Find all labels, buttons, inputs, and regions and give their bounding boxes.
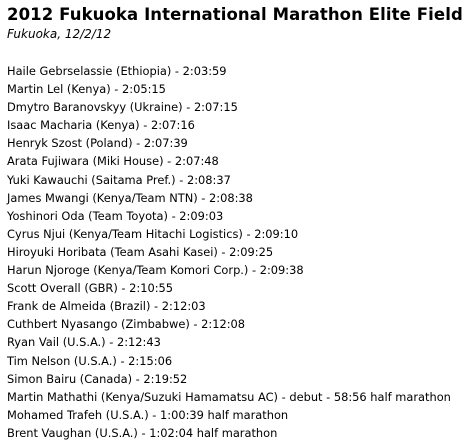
- list-item: Isaac Macharia (Kenya) - 2:07:16: [7, 118, 195, 133]
- entry-list: Haile Gebrselassie (Ethiopia) - 2:03:59 …: [7, 62, 451, 442]
- list-item: Simon Bairu (Canada) - 2:19:52: [7, 371, 188, 386]
- list-item: James Mwangi (Kenya/Team NTN) - 2:08:38: [7, 190, 253, 205]
- list-item: Cyrus Njui (Kenya/Team Hitachi Logistics…: [7, 226, 299, 241]
- list-item: Arata Fujiwara (Miki House) - 2:07:48: [7, 154, 219, 169]
- list-item: Martin Mathathi (Kenya/Suzuki Hamamatsu …: [7, 389, 451, 404]
- list-item: Hiroyuki Horibata (Team Asahi Kasei) - 2…: [7, 244, 274, 259]
- list-item: Martin Lel (Kenya) - 2:05:15: [7, 82, 166, 97]
- list-item: Ryan Vail (U.S.A.) - 2:12:43: [7, 335, 161, 350]
- list-item: Haile Gebrselassie (Ethiopia) - 2:03:59: [7, 64, 227, 78]
- list-item: Mohamed Trafeh (U.S.A.) - 1:00:39 half m…: [7, 407, 289, 422]
- list-item: Henryk Szost (Poland) - 2:07:39: [7, 136, 188, 151]
- document: 2012 Fukuoka International Marathon Elit…: [7, 0, 465, 440]
- list-item: Tim Nelson (U.S.A.) - 2:15:06: [7, 353, 173, 368]
- list-item: Harun Njoroge (Kenya/Team Komori Corp.) …: [7, 263, 304, 278]
- page-subtitle: Fukuoka, 12/2/12: [7, 27, 112, 41]
- list-item: Brent Vaughan (U.S.A.) - 1:02:04 half ma…: [7, 425, 278, 440]
- list-item: Yoshinori Oda (Team Toyota) - 2:09:03: [7, 208, 224, 223]
- list-item: Cuthbert Nyasango (Zimbabwe) - 2:12:08: [7, 317, 246, 332]
- list-item: Frank de Almeida (Brazil) - 2:12:03: [7, 299, 206, 314]
- list-item: Scott Overall (GBR) - 2:10:55: [7, 281, 174, 296]
- page-title: 2012 Fukuoka International Marathon Elit…: [7, 5, 463, 24]
- list-item: Dmytro Baranovskyy (Ukraine) - 2:07:15: [7, 100, 238, 115]
- list-item: Yuki Kawauchi (Saitama Pref.) - 2:08:37: [7, 172, 231, 187]
